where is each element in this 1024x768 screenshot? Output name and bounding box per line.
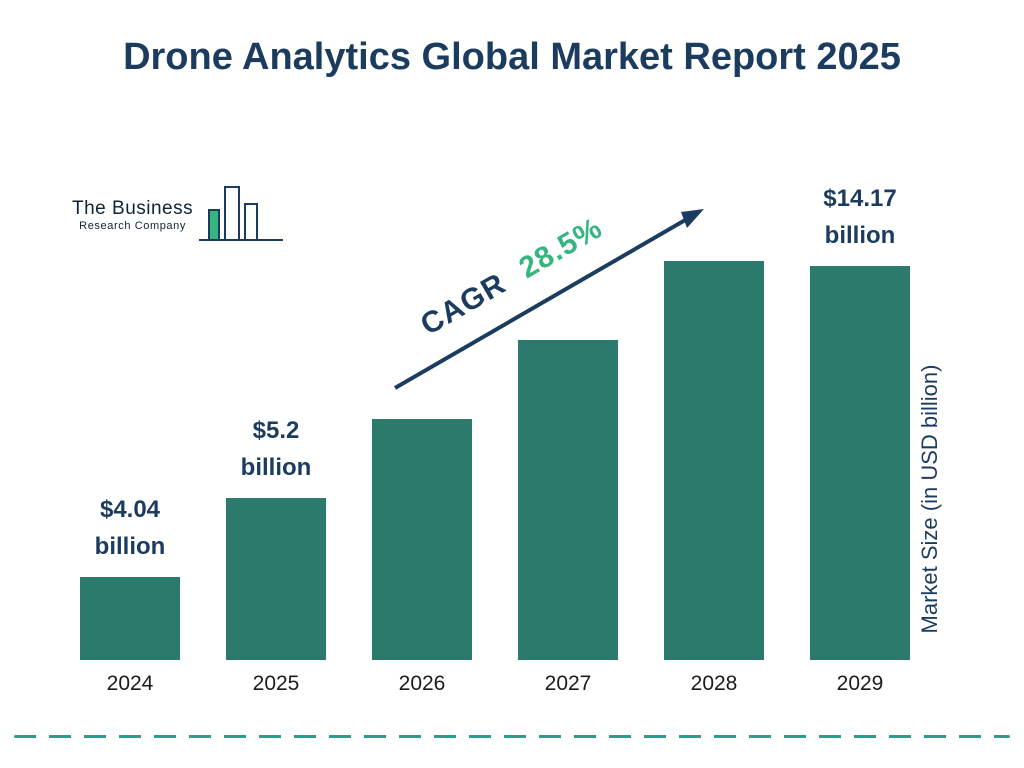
x-tick-2029: 2029 xyxy=(836,672,884,695)
company-logo-text: The Business Research Company xyxy=(72,198,193,232)
bar-2028 xyxy=(664,261,764,660)
x-tick-2025: 2025 xyxy=(252,672,300,695)
bar-chart: $4.04 billion 2024 $5.2 billion 2025 2026 2027 2… xyxy=(80,180,910,695)
bar-column-2029: $14.17 billion 2029 xyxy=(810,180,910,695)
bar-column-2025: $5.2 billion 2025 xyxy=(226,180,326,695)
bar-2029 xyxy=(810,266,910,660)
bar-2026 xyxy=(372,419,472,660)
page-title: Drone Analytics Global Market Report 202… xyxy=(123,36,901,78)
value-label-2024: $4.04 billion xyxy=(94,495,166,560)
x-tick-2024: 2024 xyxy=(106,672,154,695)
value-label-2029: $14.17 billion xyxy=(823,185,897,250)
bar-column-2028: 2028 xyxy=(664,180,764,695)
logo-name: The Business xyxy=(72,198,194,219)
bar-2025 xyxy=(226,498,326,660)
value-label-2025: $5.2 billion xyxy=(240,416,312,481)
bottom-dashed-divider xyxy=(14,735,1010,738)
bar-column-2027: 2027 xyxy=(518,180,618,695)
bar-column-2026: 2026 xyxy=(372,180,472,695)
x-tick-2026: 2026 xyxy=(398,672,446,695)
bar-2027 xyxy=(518,340,618,660)
company-logo: The Business Research Company xyxy=(72,182,285,248)
bar-2024 xyxy=(80,577,180,660)
bar-column-2024: $4.04 billion 2024 xyxy=(80,180,180,695)
y-axis-label: Market Size (in USD billion) xyxy=(917,364,942,634)
x-tick-2028: 2028 xyxy=(690,672,738,695)
bar-series: $4.04 billion 2024 $5.2 billion 2025 2026 2027 2… xyxy=(80,180,910,695)
logo-subname: Research Company xyxy=(79,220,186,232)
x-tick-2027: 2027 xyxy=(544,672,592,695)
logo-bar-chart-icon xyxy=(199,182,285,248)
